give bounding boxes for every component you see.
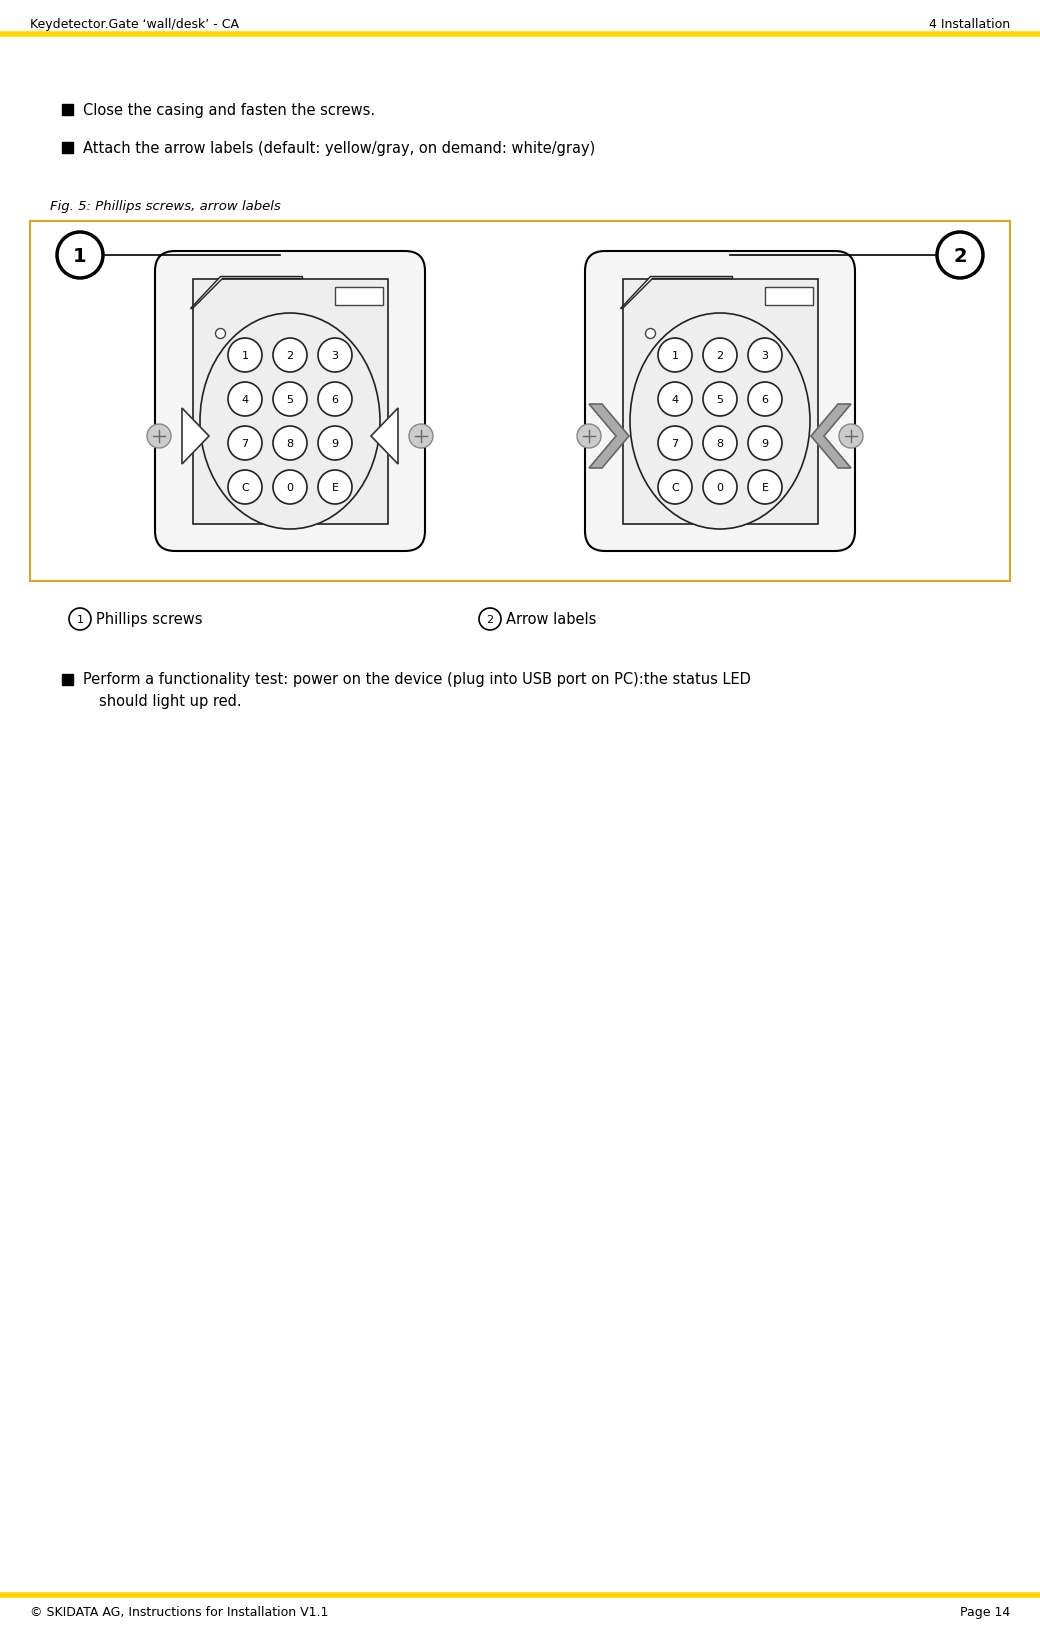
Text: 8: 8: [717, 438, 724, 448]
Bar: [623, 279, 817, 525]
Bar: [62, 675, 73, 686]
Circle shape: [748, 383, 782, 417]
Bar: [335, 287, 383, 305]
Circle shape: [703, 427, 737, 461]
Text: 9: 9: [761, 438, 769, 448]
Bar: [192, 279, 388, 525]
Circle shape: [748, 427, 782, 461]
Text: 1: 1: [241, 350, 249, 360]
Text: 6: 6: [332, 394, 338, 404]
Bar: [30, 222, 1010, 582]
Circle shape: [272, 383, 307, 417]
Text: 7: 7: [672, 438, 678, 448]
Text: 6: 6: [761, 394, 769, 404]
Text: Perform a functionality test: power on the device (plug into USB port on PC):the: Perform a functionality test: power on t…: [83, 672, 751, 688]
Circle shape: [318, 339, 352, 373]
Text: 9: 9: [332, 438, 339, 448]
Text: 2: 2: [717, 350, 724, 360]
Text: 7: 7: [241, 438, 249, 448]
Circle shape: [272, 471, 307, 505]
Circle shape: [228, 471, 262, 505]
Text: 8: 8: [286, 438, 293, 448]
Text: 1: 1: [77, 615, 83, 624]
FancyBboxPatch shape: [584, 253, 855, 551]
Text: 4: 4: [241, 394, 249, 404]
Text: Keydetector.Gate ‘wall/desk’ - CA: Keydetector.Gate ‘wall/desk’ - CA: [30, 18, 239, 31]
Circle shape: [748, 339, 782, 373]
Circle shape: [748, 471, 782, 505]
Circle shape: [228, 383, 262, 417]
Circle shape: [577, 425, 601, 448]
Circle shape: [703, 383, 737, 417]
Text: © SKIDATA AG, Instructions for Installation V1.1: © SKIDATA AG, Instructions for Installat…: [30, 1606, 329, 1619]
Text: E: E: [761, 482, 769, 492]
Circle shape: [646, 329, 655, 339]
Text: 2: 2: [286, 350, 293, 360]
Text: Page 14: Page 14: [960, 1606, 1010, 1619]
Text: 3: 3: [332, 350, 338, 360]
Circle shape: [318, 471, 352, 505]
Polygon shape: [621, 277, 732, 310]
Ellipse shape: [200, 315, 380, 530]
Text: C: C: [671, 482, 679, 492]
Circle shape: [703, 471, 737, 505]
Polygon shape: [182, 409, 209, 465]
Circle shape: [839, 425, 863, 448]
Text: Arrow labels: Arrow labels: [506, 613, 596, 628]
Text: Attach the arrow labels (default: yellow/gray, on demand: white/gray): Attach the arrow labels (default: yellow…: [83, 142, 595, 156]
Text: 5: 5: [286, 394, 293, 404]
Text: Fig. 5: Phillips screws, arrow labels: Fig. 5: Phillips screws, arrow labels: [50, 200, 281, 214]
Text: 2: 2: [487, 615, 494, 624]
Polygon shape: [190, 277, 303, 310]
Ellipse shape: [630, 315, 810, 530]
Text: 4 Installation: 4 Installation: [929, 18, 1010, 31]
Circle shape: [228, 427, 262, 461]
FancyBboxPatch shape: [155, 253, 425, 551]
Circle shape: [703, 339, 737, 373]
Text: 0: 0: [286, 482, 293, 492]
Text: 4: 4: [672, 394, 678, 404]
Polygon shape: [371, 409, 398, 465]
Bar: [62, 104, 73, 116]
Circle shape: [272, 339, 307, 373]
Circle shape: [215, 329, 226, 339]
Circle shape: [318, 427, 352, 461]
Circle shape: [57, 233, 103, 279]
Polygon shape: [589, 404, 629, 469]
Text: Close the casing and fasten the screws.: Close the casing and fasten the screws.: [83, 103, 375, 119]
Circle shape: [69, 608, 92, 631]
Circle shape: [658, 339, 692, 373]
Bar: [764, 287, 812, 305]
Circle shape: [318, 383, 352, 417]
Text: C: C: [241, 482, 249, 492]
Text: 0: 0: [717, 482, 724, 492]
Circle shape: [479, 608, 501, 631]
Circle shape: [658, 427, 692, 461]
Circle shape: [147, 425, 171, 448]
Circle shape: [272, 427, 307, 461]
Circle shape: [409, 425, 433, 448]
Polygon shape: [811, 404, 851, 469]
Circle shape: [228, 339, 262, 373]
Text: 1: 1: [73, 246, 86, 266]
Circle shape: [937, 233, 983, 279]
Text: 3: 3: [761, 350, 769, 360]
Text: 2: 2: [954, 246, 967, 266]
Text: E: E: [332, 482, 338, 492]
Text: Phillips screws: Phillips screws: [96, 613, 203, 628]
Circle shape: [658, 471, 692, 505]
Bar: [62, 143, 73, 153]
Text: 1: 1: [672, 350, 678, 360]
Circle shape: [658, 383, 692, 417]
Text: 5: 5: [717, 394, 724, 404]
Text: should light up red.: should light up red.: [99, 694, 241, 709]
